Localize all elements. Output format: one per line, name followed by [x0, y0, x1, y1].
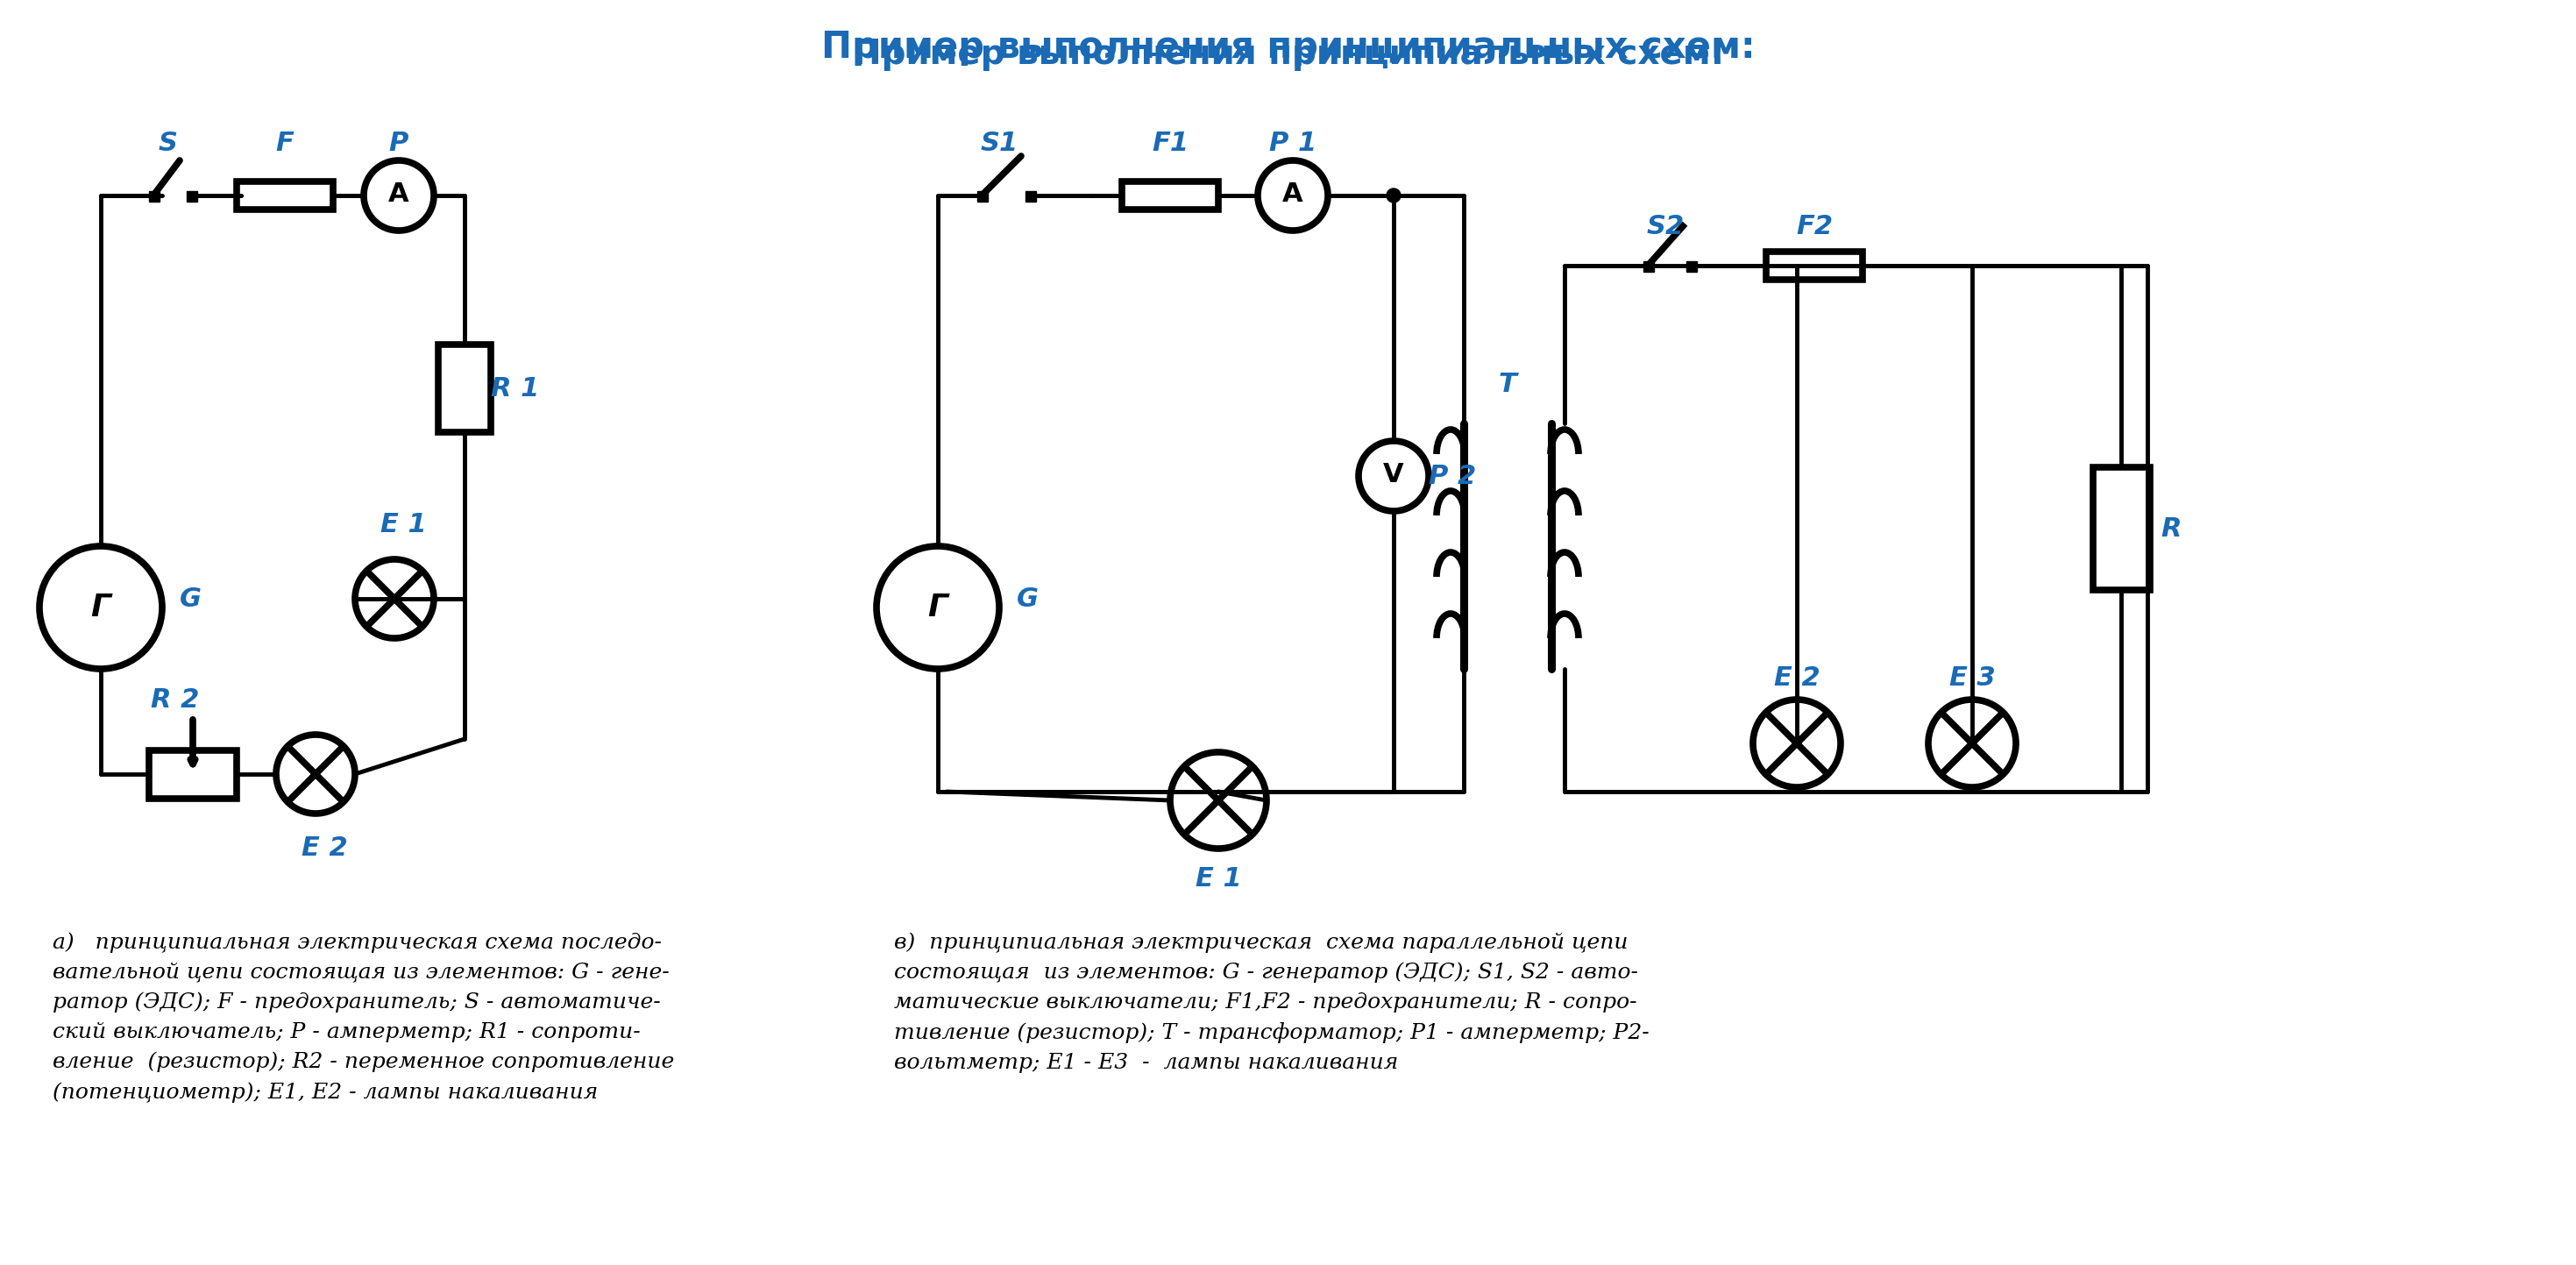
Text: S2: S2	[1646, 214, 1685, 239]
Text: E 3: E 3	[1950, 665, 1996, 691]
Text: R: R	[2161, 516, 2182, 541]
Text: S1: S1	[981, 130, 1018, 156]
Text: R 1: R 1	[492, 376, 538, 401]
Text: Г: Г	[90, 592, 111, 622]
Text: в)  принципиальная электрическая  схема параллельной цепи
состоящая  из элементо: в) принципиальная электрическая схема па…	[894, 932, 1649, 1073]
Bar	[237, 181, 332, 210]
Bar	[1687, 262, 1698, 272]
Text: T: T	[1499, 372, 1517, 397]
Bar	[1643, 262, 1654, 272]
Text: F2: F2	[1795, 214, 1832, 239]
Text: Г: Г	[927, 592, 948, 622]
Text: V: V	[1383, 462, 1404, 487]
Text: Пример выполнения принципиальных схем:: Пример выполнения принципиальных схем:	[822, 29, 1754, 66]
Text: а)   принципиальная электрическая схема последо-
вательной цепи состоящая из эле: а) принципиальная электрическая схема по…	[52, 932, 675, 1103]
Text: F: F	[276, 130, 294, 156]
Bar	[1767, 252, 1862, 280]
Text: F1: F1	[1151, 130, 1188, 156]
Text: E 2: E 2	[301, 835, 348, 861]
Text: A: A	[389, 181, 410, 206]
Bar	[438, 344, 492, 433]
Text: P: P	[389, 130, 410, 156]
Bar	[149, 750, 237, 798]
Bar	[2092, 467, 2148, 589]
Text: S: S	[160, 130, 178, 156]
Circle shape	[1386, 188, 1401, 202]
Text: R 2: R 2	[152, 687, 198, 712]
Text: P 2: P 2	[1430, 463, 1476, 488]
Text: A: A	[1283, 181, 1303, 206]
Bar	[185, 191, 198, 201]
Text: E 1: E 1	[381, 512, 425, 538]
Text: G: G	[1018, 586, 1038, 611]
Text: E 2: E 2	[1775, 665, 1819, 691]
Text: P 1: P 1	[1270, 130, 1316, 156]
Text: Пример выполнения принципиальных схем:: Пример выполнения принципиальных схем:	[853, 38, 1723, 71]
Bar	[1025, 191, 1036, 201]
Bar	[976, 191, 987, 201]
Bar	[149, 191, 160, 201]
Bar	[1123, 181, 1218, 210]
Text: E 1: E 1	[1195, 867, 1242, 892]
Text: G: G	[180, 586, 201, 611]
